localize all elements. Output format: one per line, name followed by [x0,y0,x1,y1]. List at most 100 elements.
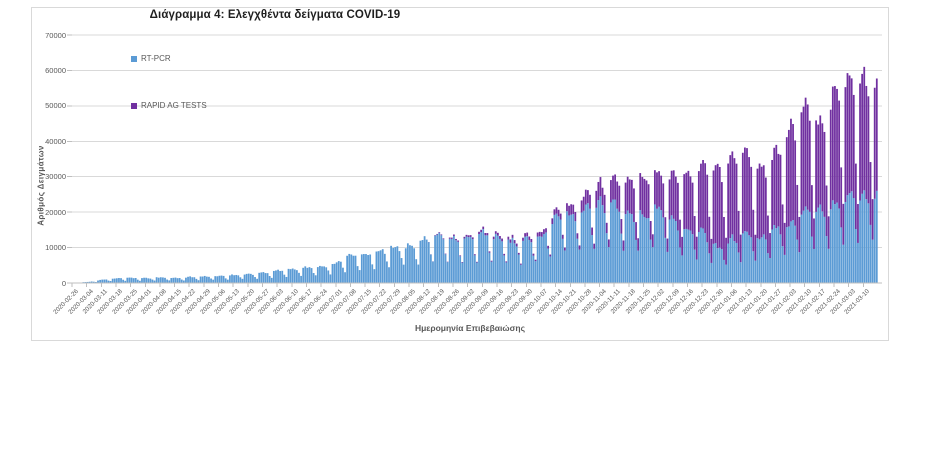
bar-rtpcr [653,204,656,283]
bar-rtpcr [704,233,707,283]
bar-rapid [649,221,652,240]
bar-rtpcr [587,203,589,283]
bar-rapid [599,177,602,197]
bar-rtpcr [195,278,198,283]
bar-rapid [725,237,727,265]
bar-rapid [633,188,635,222]
x-axis-title: Ημερομηνία Επιβεβαιώσης [414,323,526,333]
bar-rapid [764,177,767,240]
bar-rtpcr [792,220,794,283]
bar-rtpcr [553,214,556,283]
bar-rtpcr [199,276,202,283]
bar-rtpcr [107,280,110,283]
bar-rtpcr [752,251,755,283]
bar-rapid [448,237,451,239]
bar-rapid [478,231,480,235]
bar-rtpcr [802,210,805,283]
bar-rapid [861,73,864,194]
bar-rtpcr [735,242,738,283]
bar-rtpcr [568,215,570,283]
bar-rapid [744,147,746,232]
bar-rtpcr [264,273,267,283]
bar-rapid [756,168,759,239]
bar-rapid [754,234,757,261]
bar-rapid [683,174,686,230]
bar-rtpcr [817,207,820,283]
bar-rapid [453,234,455,236]
bar-rtpcr [852,198,855,283]
bar-rtpcr [712,243,715,283]
bar-rtpcr [677,230,679,283]
bar-rapid [677,182,679,231]
gridlines [72,34,882,249]
bar-rtpcr [635,239,637,283]
bar-rtpcr [162,277,164,283]
bar-rapid [674,176,677,222]
bar-rtpcr [191,277,194,283]
bar-rtpcr [352,255,355,283]
bar-rapid [467,235,470,238]
bar-rtpcr [314,275,317,283]
bar-rtpcr [201,276,204,283]
bar-rapid [532,253,535,256]
bar-rtpcr [266,273,269,283]
bar-rapid [436,233,439,235]
bar-rtpcr [718,247,721,283]
bar-rapid [704,163,707,234]
bar-rapid [800,112,803,215]
bar-rapid [651,234,654,248]
bar-rtpcr [90,281,93,283]
bar-rapid [714,165,717,243]
bar-rtpcr [308,267,311,283]
bar-rtpcr [383,253,386,283]
bar-rtpcr [547,248,550,283]
bar-rapid [710,238,713,263]
bar-rtpcr [185,277,187,283]
bar-rapid [867,96,870,204]
y-tick-label: 30000 [45,172,66,182]
bar-rapid [601,187,604,206]
bar-rapid [685,172,688,229]
rtpcr-swatch-icon [131,55,137,62]
bar-rapid [779,154,782,235]
bar-rtpcr [218,275,221,283]
bar-rapid [781,204,784,247]
bar-rtpcr [540,236,543,283]
bar-rtpcr [750,237,753,283]
bar-rtpcr [411,245,413,283]
bar-rtpcr [561,238,564,283]
bar-rtpcr [869,224,872,283]
bar-rapid [827,216,830,249]
bar-rtpcr [526,236,529,283]
bar-rtpcr [737,252,740,283]
bar-rtpcr [576,238,579,283]
bar-rtpcr [846,195,849,283]
bar-rtpcr [762,234,765,283]
bar-rtpcr [118,278,120,283]
bar-rtpcr [145,277,148,283]
bar-rtpcr [494,233,497,283]
bar-rtpcr [358,270,361,283]
bar-rtpcr [168,280,171,283]
bar-rtpcr [283,274,286,283]
bar-rapid [463,236,466,239]
bar-rtpcr [702,228,704,283]
bar-rapid [576,233,579,239]
bar-rtpcr [787,226,790,283]
bar-rtpcr [354,255,357,283]
bar-rapid [746,148,748,232]
bar-rtpcr [486,235,489,283]
bar-rapid [630,179,633,215]
bar-rtpcr [614,199,616,283]
bar-rtpcr [122,279,125,283]
bar-rtpcr [658,206,660,283]
bar-rtpcr [337,261,340,283]
bar-rtpcr [746,231,748,283]
bar-rapid [775,144,778,229]
legend-item-rapid: RAPID AG TESTS [131,101,207,110]
bar-rtpcr [316,267,319,283]
bar-rtpcr [624,214,627,283]
bar-rtpcr [319,265,321,283]
bar-rtpcr [442,239,445,283]
bar-rapid [844,87,847,202]
